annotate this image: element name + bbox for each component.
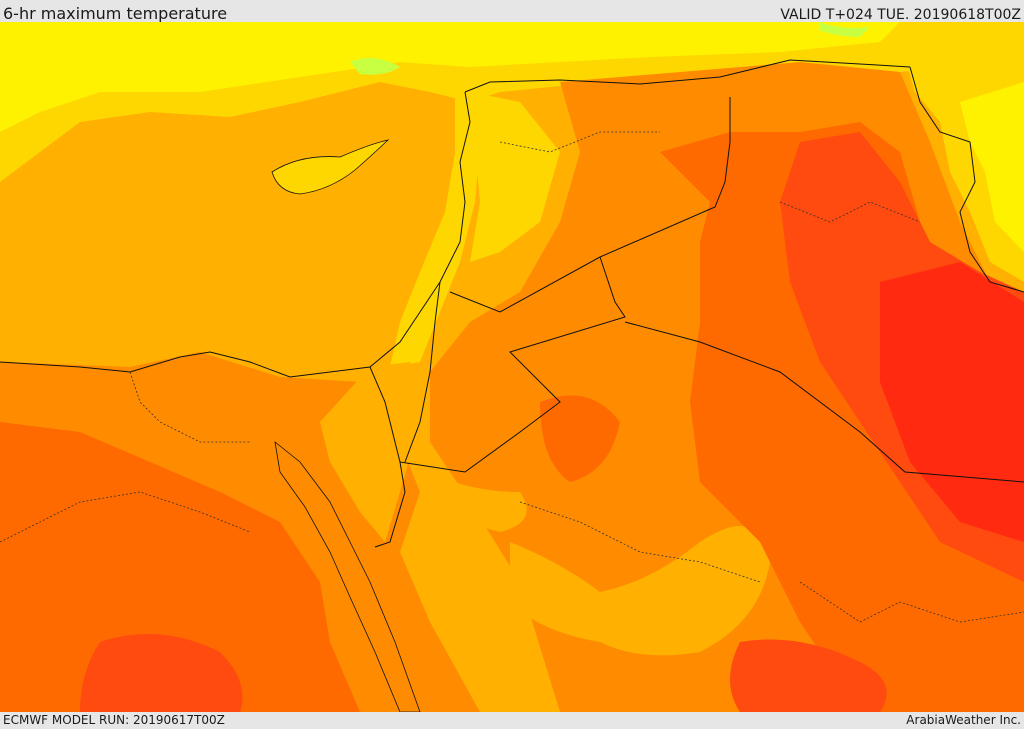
cyprus-island bbox=[271, 139, 390, 195]
internal-borders bbox=[0, 131, 1024, 623]
model-run: ECMWF MODEL RUN: 20190617T00Z bbox=[3, 713, 225, 727]
map-canvas bbox=[0, 22, 1024, 712]
zone-light-orange-arabia bbox=[510, 526, 770, 656]
border-jordan-west bbox=[404, 281, 441, 463]
zone-dark-orange-egypt bbox=[0, 422, 360, 712]
border-jordan-saudi bbox=[399, 256, 626, 473]
zone-yellow-levant bbox=[390, 82, 490, 367]
dotted-border-2 bbox=[499, 131, 660, 153]
valid-time: VALID T+024 TUE. 20190618T00Z bbox=[780, 7, 1021, 23]
dotted-border-1 bbox=[129, 371, 250, 443]
border-iran-iraq bbox=[909, 66, 1024, 293]
zone-light-orange-2 bbox=[430, 472, 527, 532]
zone-sinai bbox=[320, 362, 420, 542]
border-iraq-saudi bbox=[624, 321, 1024, 483]
zone-red-gulf bbox=[880, 262, 1024, 542]
zone-green-hint bbox=[350, 58, 400, 75]
border-turkey-syria bbox=[464, 59, 911, 93]
zone-yellow-northeast bbox=[900, 22, 1024, 282]
zone-pale-yellow-north bbox=[0, 22, 900, 132]
zone-red-orange-egypt-south bbox=[80, 634, 243, 712]
country-borders bbox=[0, 59, 1024, 548]
dotted-border-3 bbox=[779, 201, 921, 223]
credit: ArabiaWeather Inc. bbox=[906, 713, 1021, 727]
map-title: 6-hr maximum temperature bbox=[3, 4, 228, 23]
border-syria-iraq-jordan bbox=[449, 97, 731, 313]
header-bar: 6-hr maximum temperature VALID T+024 TUE… bbox=[0, 0, 1024, 23]
zone-yellow-syria-west bbox=[470, 92, 560, 262]
red-sea bbox=[274, 441, 421, 712]
zone-red-orange-south bbox=[730, 639, 887, 712]
temperature-map[interactable] bbox=[0, 22, 1024, 712]
zone-dark-orange-jordan bbox=[540, 395, 620, 482]
zone-pale-yellow-northeast bbox=[960, 82, 1024, 252]
border-egypt-israel bbox=[369, 366, 406, 548]
zone-green-hint-2 bbox=[820, 22, 870, 37]
dotted-border-6 bbox=[799, 581, 1024, 623]
footer-bar: ECMWF MODEL RUN: 20190617T00Z ArabiaWeat… bbox=[0, 712, 1024, 729]
dotted-border-4 bbox=[519, 501, 761, 583]
